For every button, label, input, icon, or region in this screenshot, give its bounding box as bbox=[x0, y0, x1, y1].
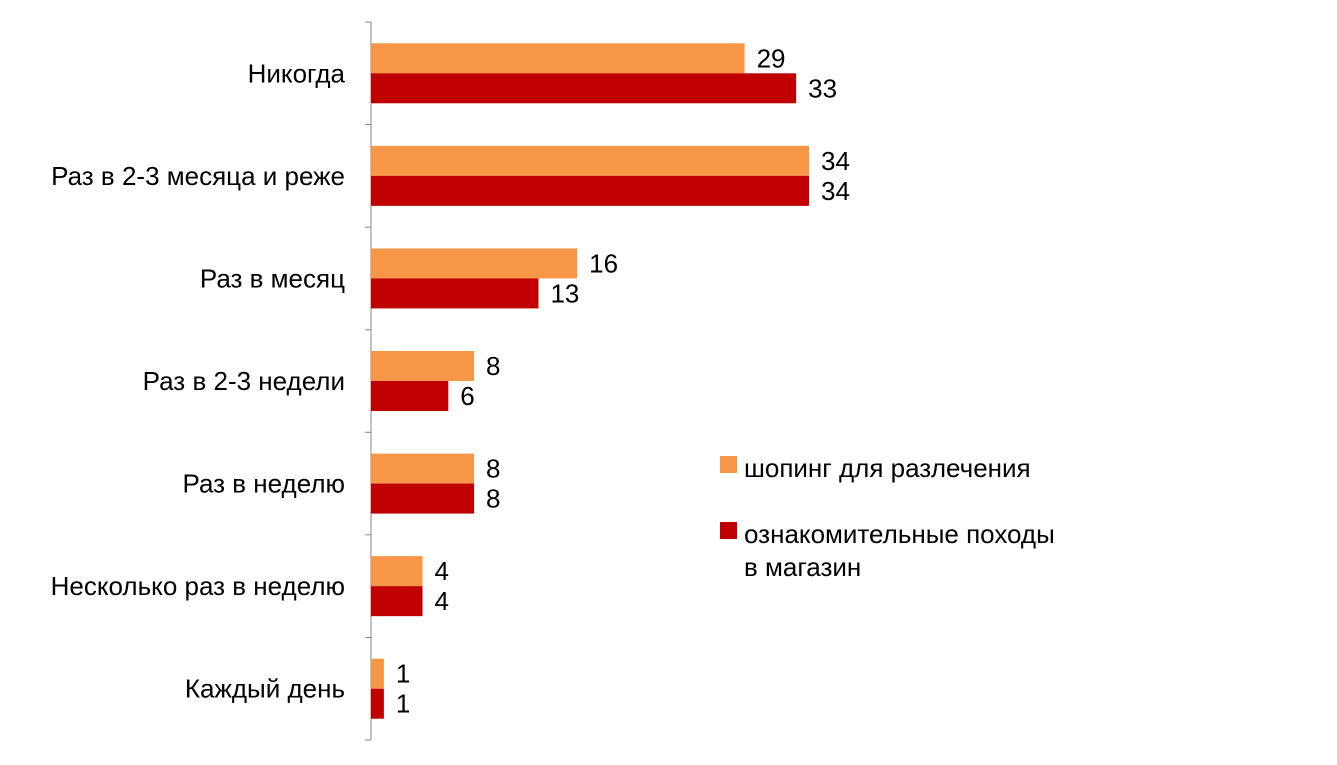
legend-label: ознакомительные походы bbox=[744, 519, 1055, 549]
axis-layer bbox=[365, 21, 372, 741]
legend-swatch bbox=[720, 522, 737, 539]
bar-shopping-entertainment bbox=[371, 556, 423, 587]
bar-window-shopping bbox=[371, 175, 809, 206]
bar-window-shopping bbox=[371, 586, 423, 617]
category-label: Раз в 2-3 месяца и реже bbox=[51, 161, 345, 191]
bar-shopping-entertainment bbox=[371, 658, 384, 689]
category-label: Каждый день bbox=[185, 674, 345, 704]
data-label: 1 bbox=[396, 659, 410, 689]
bar-shopping-entertainment bbox=[371, 145, 809, 176]
legend: шопинг для разлечения ознакомительные пох… bbox=[720, 453, 1055, 582]
bar-shopping-entertainment bbox=[371, 43, 745, 74]
bar-window-shopping bbox=[371, 483, 475, 514]
category-label: Раз в месяц bbox=[200, 263, 345, 293]
data-label: 4 bbox=[435, 586, 449, 616]
bar-window-shopping bbox=[371, 688, 384, 719]
data-label: 13 bbox=[550, 278, 579, 308]
data-label: 33 bbox=[808, 73, 837, 103]
data-label: 8 bbox=[486, 484, 500, 514]
bar-window-shopping bbox=[371, 73, 797, 104]
bar-shopping-entertainment bbox=[371, 453, 475, 484]
data-label: 6 bbox=[460, 381, 474, 411]
legend-label: шопинг для разлечения bbox=[744, 453, 1031, 483]
data-label: 8 bbox=[486, 351, 500, 381]
data-label: 1 bbox=[396, 689, 410, 719]
bar-shopping-entertainment bbox=[371, 248, 578, 279]
bar-shopping-entertainment bbox=[371, 351, 475, 381]
data-label: 34 bbox=[821, 146, 850, 176]
data-label: 16 bbox=[589, 248, 618, 278]
data-label: 8 bbox=[486, 454, 500, 484]
data-label: 29 bbox=[757, 43, 786, 73]
bars-layer bbox=[371, 43, 809, 719]
category-label: Несколько раз в неделю bbox=[51, 571, 345, 601]
category-label: Раз в неделю bbox=[182, 469, 345, 499]
data-label: 34 bbox=[821, 176, 850, 206]
legend-swatch bbox=[720, 456, 737, 473]
category-label: Раз в 2-3 недели bbox=[143, 366, 345, 396]
data-label: 4 bbox=[435, 556, 449, 586]
legend-label: в магазин bbox=[744, 552, 861, 582]
category-label: Никогда bbox=[248, 58, 346, 88]
bar-window-shopping bbox=[371, 381, 449, 411]
bar-window-shopping bbox=[371, 278, 539, 309]
